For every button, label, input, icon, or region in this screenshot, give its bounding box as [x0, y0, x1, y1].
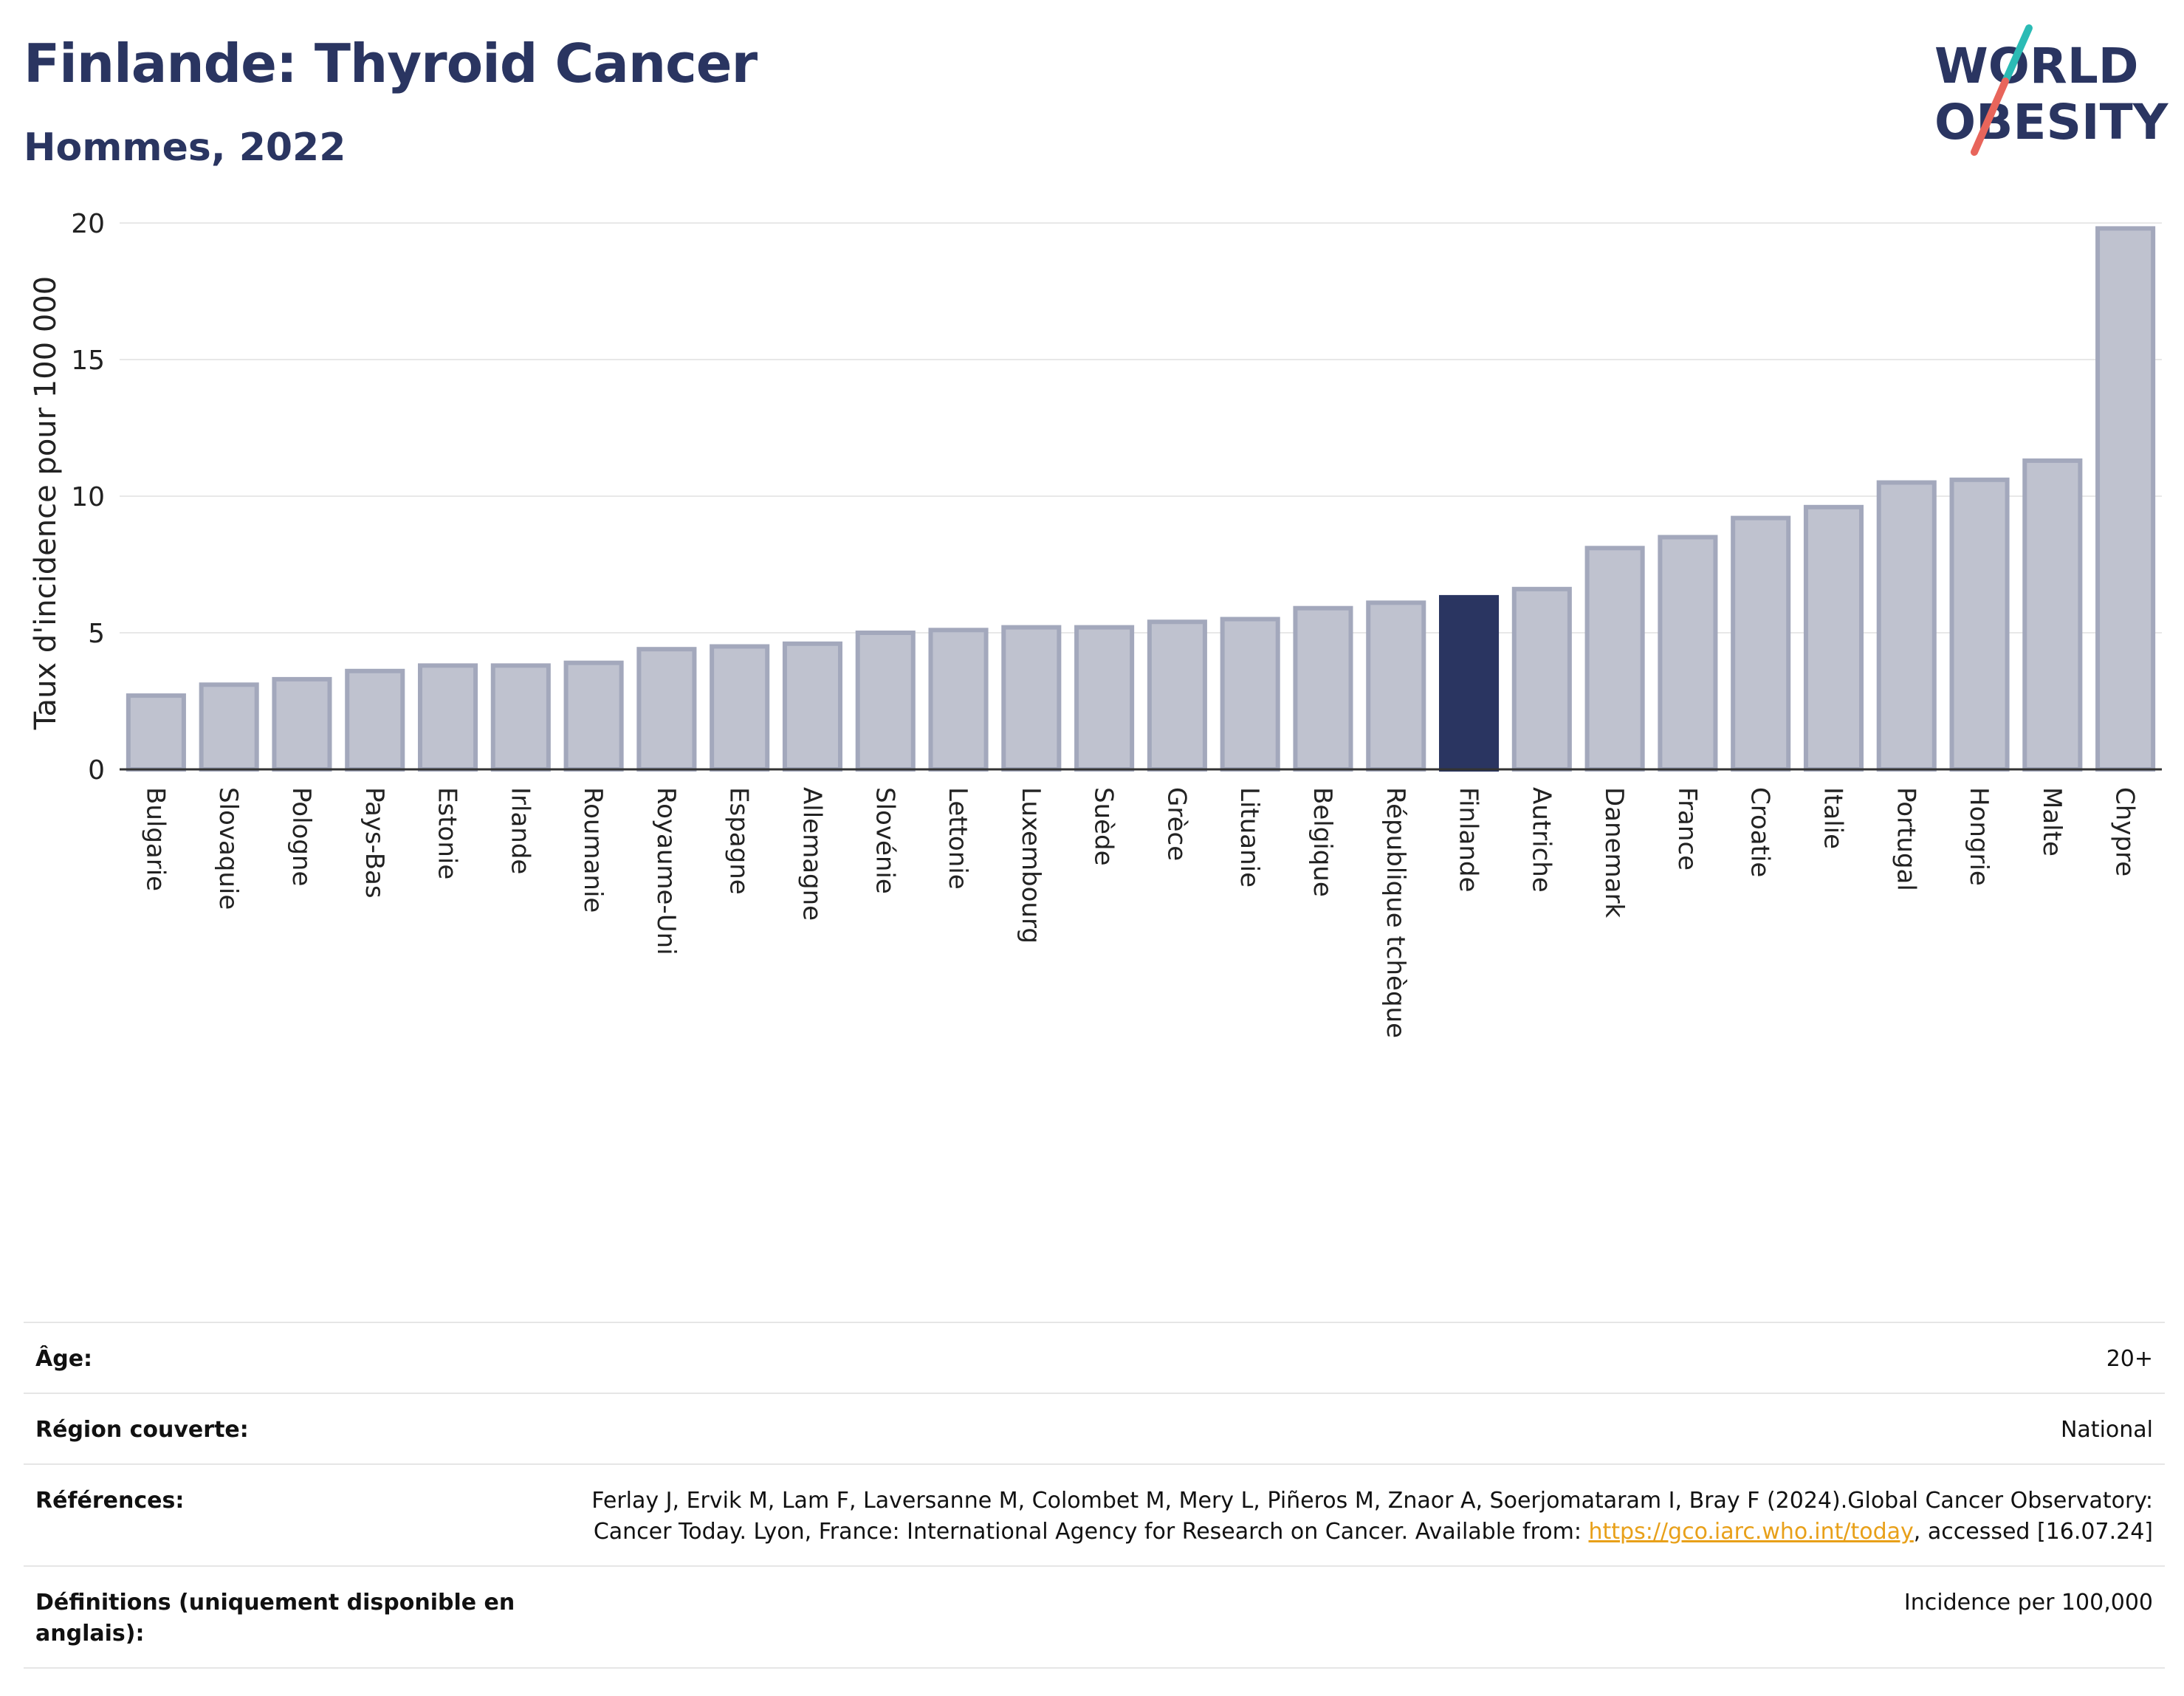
- info-row-definitions: Définitions (uniquement disponible en an…: [24, 1565, 2165, 1669]
- x-tick-label: Grèce: [1161, 787, 1191, 861]
- logo-line1: WORLD: [1934, 38, 2139, 95]
- x-tick-label: Pologne: [286, 787, 316, 886]
- bar-irlande: [490, 663, 551, 772]
- y-axis-label: Taux d'incidence pour 100 000: [29, 275, 63, 730]
- x-tick-label: Lituanie: [1234, 787, 1264, 888]
- info-value: Incidence per 100,000: [1903, 1590, 2153, 1616]
- bar-pays-bas: [345, 668, 405, 772]
- bar-finlande: [1438, 594, 1500, 772]
- bar-slov-nie: [855, 631, 916, 772]
- bar-chart: 0 5 10 15 20 Bulgarie Slovaquie Pologne Pays-Ba…: [71, 209, 2162, 1038]
- x-tick-label: Slovénie: [870, 787, 899, 894]
- x-tick-label: Slovaquie: [213, 787, 243, 910]
- x-tick-label: Pays-Bas: [360, 787, 389, 899]
- x-tick-label: Chypre: [2110, 787, 2140, 876]
- bar-croatie: [1731, 515, 1791, 772]
- x-tick-label: Espagne: [724, 787, 754, 895]
- x-tick-label: République tchèque: [1381, 787, 1410, 1038]
- bar-estonie: [417, 663, 478, 772]
- bar-belgique: [1293, 605, 1353, 772]
- bar-slovaquie: [199, 682, 259, 772]
- info-value: 20+: [2106, 1346, 2153, 1372]
- bar-malte: [2022, 458, 2083, 772]
- chart-subtitle: Hommes, 2022: [24, 126, 346, 170]
- info-row-region: Région couverte: National: [24, 1393, 2165, 1463]
- bar-italie: [1803, 504, 1864, 772]
- info-label: Région couverte:: [35, 1417, 249, 1443]
- x-tick-label: Allemagne: [797, 787, 826, 921]
- logo-slash-coral-icon: [1971, 78, 2009, 156]
- x-tick-label: Irlande: [505, 787, 535, 874]
- y-tick-label: 5: [88, 619, 105, 649]
- x-tick-label: Suède: [1089, 787, 1119, 866]
- chart-title: Finlande: Thyroid Cancer: [24, 32, 758, 95]
- bar-lituanie: [1220, 617, 1280, 772]
- logo-line2: OBESITY: [1934, 94, 2169, 151]
- x-axis-ticks: Bulgarie Slovaquie Pologne Pays-Bas Estonie I…: [140, 787, 2139, 1038]
- x-tick-label: Luxembourg: [1016, 787, 1045, 944]
- bar-chypre: [2095, 226, 2156, 772]
- x-tick-label: Portugal: [1891, 787, 1920, 891]
- logo-slash-teal-icon: [2002, 24, 2033, 85]
- x-tick-label: Croatie: [1745, 787, 1775, 877]
- bar-roumanie: [563, 660, 624, 772]
- x-tick-label: Danemark: [1599, 787, 1629, 918]
- x-tick-label: Bulgarie: [140, 787, 170, 891]
- reference-link[interactable]: https://gco.iarc.who.int/today: [1588, 1519, 1914, 1545]
- x-tick-label: Roumanie: [578, 787, 608, 913]
- y-tick-label: 15: [71, 346, 105, 376]
- bar-bulgarie: [126, 693, 186, 772]
- bar-espagne: [710, 644, 770, 772]
- bar-su-de: [1074, 625, 1135, 772]
- bar-france: [1658, 535, 1718, 772]
- bar-luxembourg: [1001, 625, 1062, 772]
- x-tick-label: Malte: [2037, 787, 2067, 856]
- x-tick-label: Hongrie: [1964, 787, 1994, 886]
- reference-text-end: , accessed [16.07.24]: [1913, 1519, 2153, 1545]
- x-tick-label: Estonie: [433, 787, 462, 879]
- bar-allemagne: [782, 641, 843, 772]
- x-tick-label: Lettonie: [943, 787, 972, 890]
- x-tick-label: Autriche: [1526, 787, 1556, 893]
- bar-pologne: [272, 676, 332, 772]
- info-value: Ferlay J, Ervik M, Lam F, Laversanne M, …: [566, 1486, 2153, 1548]
- x-tick-label: France: [1672, 787, 1702, 871]
- y-tick-label: 0: [88, 755, 105, 786]
- bar-autriche: [1511, 586, 1572, 772]
- bar-royaume-uni: [636, 647, 697, 772]
- info-row-references: Références: Ferlay J, Ervik M, Lam F, La…: [24, 1463, 2165, 1565]
- x-tick-label: Finlande: [1454, 787, 1483, 892]
- bar-hongrie: [1949, 477, 2010, 772]
- y-tick-label: 10: [71, 482, 105, 512]
- chart-bars: [126, 226, 2156, 772]
- x-tick-label: Royaume-Uni: [651, 787, 681, 955]
- bar-danemark: [1584, 546, 1645, 772]
- info-label: Âge:: [35, 1346, 93, 1372]
- bar-r-publique-tch-que: [1366, 600, 1426, 772]
- info-label: Références:: [35, 1488, 185, 1514]
- info-value: National: [2060, 1417, 2153, 1443]
- info-table: Âge: 20+ Région couverte: National Référ…: [24, 1322, 2165, 1669]
- x-tick-label: Belgique: [1308, 787, 1337, 897]
- x-tick-label: Italie: [1818, 787, 1847, 849]
- bar-gr-ce: [1147, 619, 1207, 772]
- y-tick-label: 20: [71, 209, 105, 239]
- bar-lettonie: [928, 628, 989, 772]
- reference-text: Ferlay J, Ervik M, Lam F, Laversanne M, …: [591, 1488, 2153, 1545]
- info-label: Définitions (uniquement disponible en an…: [35, 1590, 515, 1647]
- y-axis-ticks: 0 5 10 15 20: [71, 209, 105, 786]
- info-row-age: Âge: 20+: [24, 1322, 2165, 1393]
- world-obesity-logo: WORLD OBESITY: [1934, 24, 2169, 156]
- bar-portugal: [1876, 480, 1937, 772]
